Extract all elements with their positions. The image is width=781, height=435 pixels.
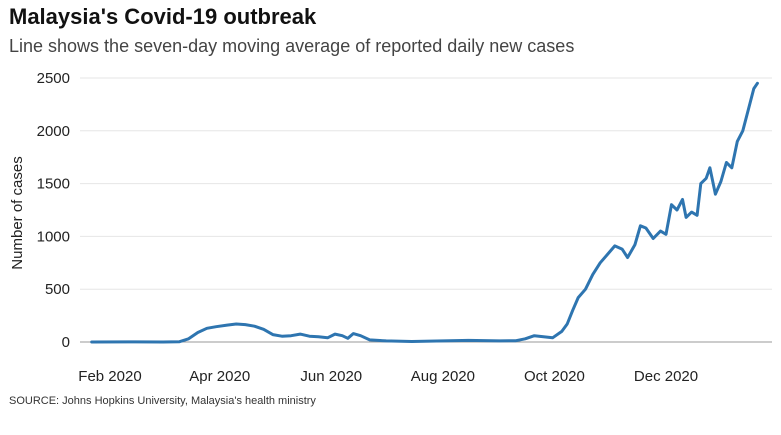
x-tick-label: Jun 2020: [300, 368, 362, 385]
y-tick-label: 0: [62, 334, 70, 351]
y-tick-label: 500: [45, 281, 70, 298]
y-tick-label: 1000: [37, 228, 70, 245]
chart-title: Malaysia's Covid-19 outbreak: [9, 4, 317, 29]
gridlines: [80, 77, 772, 343]
x-tick-label: Feb 2020: [78, 368, 141, 385]
x-tick-label: Apr 2020: [189, 368, 250, 385]
x-tick-label: Aug 2020: [411, 368, 475, 385]
x-tick-label: Oct 2020: [524, 368, 585, 385]
chart-subtitle: Line shows the seven-day moving average …: [9, 36, 575, 56]
y-tick-label: 2000: [37, 123, 70, 140]
y-tick-label: 1500: [37, 176, 70, 193]
x-tick-label: Dec 2020: [634, 368, 698, 385]
x-axis-ticks: Feb 2020 Apr 2020 Jun 2020 Aug 2020 Oct 2020…: [78, 368, 698, 385]
source-note: SOURCE: Johns Hopkins University, Malays…: [9, 395, 316, 407]
y-axis-ticks: 0 500 1000 1500 2000 2500: [37, 70, 70, 351]
y-tick-label: 2500: [37, 70, 70, 87]
series-line: [90, 81, 759, 344]
y-axis-label: Number of cases: [9, 156, 26, 269]
